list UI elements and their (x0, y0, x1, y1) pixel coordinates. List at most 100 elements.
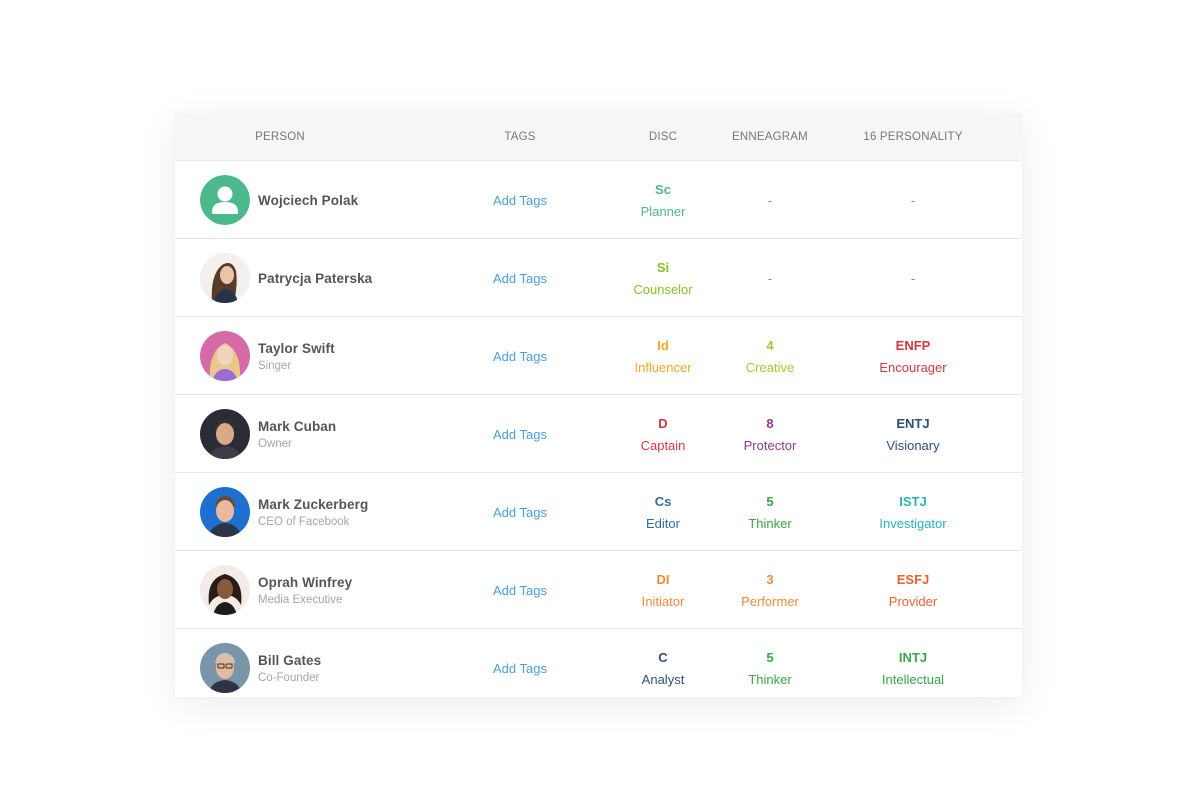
enneagram-code: 5 (766, 649, 774, 665)
table-row[interactable]: Bill Gates Co-Founder Add Tags C Analyst… (175, 629, 1022, 697)
empty-value: - (910, 270, 916, 286)
enneagram-label: Protector (743, 437, 797, 453)
default-user-icon (200, 175, 250, 225)
enneagram-cell: 4 Creative (720, 317, 820, 395)
disc-label: Initiator (641, 593, 685, 609)
column-header-enneagram[interactable]: ENNEAGRAM (732, 131, 808, 143)
personality-cell: - (843, 161, 983, 239)
disc-cell: D Captain (613, 395, 713, 473)
column-header-16-personality[interactable]: 16 PERSONALITY (863, 131, 963, 143)
person-name[interactable]: Bill Gates (258, 652, 322, 668)
enneagram-label: Performer (741, 593, 799, 609)
person-photo (200, 331, 250, 381)
enneagram-label: Thinker (748, 671, 792, 687)
disc-label: Editor (646, 515, 680, 531)
disc-code: D (658, 415, 668, 431)
avatar[interactable] (200, 331, 250, 381)
disc-code: Cs (654, 493, 672, 509)
personality-label: Intellectual (881, 671, 945, 687)
enneagram-cell: 8 Protector (720, 395, 820, 473)
avatar[interactable] (200, 409, 250, 459)
disc-code: Si (656, 259, 670, 275)
person-role: Singer (258, 359, 292, 372)
table-row[interactable]: Mark Zuckerberg CEO of Facebook Add Tags… (175, 473, 1022, 551)
personality-cell: ENTJ Visionary (843, 395, 983, 473)
disc-cell: Id Influencer (613, 317, 713, 395)
person-name[interactable]: Wojciech Polak (258, 192, 359, 208)
disc-cell: DI Initiator (613, 551, 713, 629)
person-photo (200, 643, 250, 693)
person-name[interactable]: Patrycja Paterska (258, 270, 373, 286)
personality-code: INTJ (898, 649, 928, 665)
avatar[interactable] (200, 253, 250, 303)
disc-code: C (658, 649, 668, 665)
avatar[interactable] (200, 175, 250, 225)
disc-code: Sc (655, 181, 671, 197)
column-header-person[interactable]: PERSON (255, 131, 305, 143)
person-photo (200, 487, 250, 537)
disc-cell: C Analyst (613, 629, 713, 697)
column-header-disc[interactable]: DISC (648, 131, 678, 143)
table-row[interactable]: Oprah Winfrey Media Executive Add Tags D… (175, 551, 1022, 629)
person-role: Media Executive (258, 593, 343, 606)
personality-cell: INTJ Intellectual (843, 629, 983, 697)
add-tags-link[interactable]: Add Tags (493, 270, 547, 286)
add-tags-link[interactable]: Add Tags (493, 582, 547, 598)
table-row[interactable]: Wojciech Polak Add Tags Sc Planner - - (175, 161, 1022, 239)
table-row[interactable]: Mark Cuban Owner Add Tags D Captain 8 Pr… (175, 395, 1022, 473)
disc-code: Id (657, 337, 669, 353)
personality-cell: - (843, 239, 983, 317)
personality-code: ESFJ (896, 571, 930, 587)
person-photo (200, 253, 250, 303)
disc-label: Planner (640, 203, 686, 219)
empty-value: - (767, 192, 773, 208)
avatar[interactable] (200, 643, 250, 693)
person-name[interactable]: Mark Cuban (258, 418, 337, 434)
avatar[interactable] (200, 487, 250, 537)
disc-label: Counselor (633, 281, 693, 297)
enneagram-cell: 5 Thinker (720, 629, 820, 697)
add-tags-link[interactable]: Add Tags (493, 426, 547, 442)
column-header-tags[interactable]: TAGS (504, 131, 536, 143)
enneagram-cell: - (720, 161, 820, 239)
personality-label: Visionary (886, 437, 940, 453)
table-row[interactable]: Taylor Swift Singer Add Tags Id Influenc… (175, 317, 1022, 395)
person-name[interactable]: Mark Zuckerberg (258, 496, 369, 512)
enneagram-code: 5 (766, 493, 774, 509)
add-tags-link[interactable]: Add Tags (493, 660, 547, 676)
enneagram-cell: 3 Performer (720, 551, 820, 629)
personality-code: ENTJ (896, 415, 930, 431)
disc-code: DI (656, 571, 670, 587)
disc-cell: Cs Editor (613, 473, 713, 551)
person-role: Owner (258, 437, 292, 450)
empty-value: - (910, 192, 916, 208)
add-tags-link[interactable]: Add Tags (493, 348, 547, 364)
disc-cell: Sc Planner (613, 161, 713, 239)
enneagram-label: Thinker (748, 515, 792, 531)
person-role: CEO of Facebook (258, 515, 350, 528)
personality-cell: ESFJ Provider (843, 551, 983, 629)
enneagram-cell: - (720, 239, 820, 317)
person-name[interactable]: Oprah Winfrey (258, 574, 353, 590)
enneagram-code: 3 (766, 571, 774, 587)
disc-label: Influencer (634, 359, 692, 375)
personality-label: Encourager (879, 359, 947, 375)
enneagram-code: 8 (766, 415, 774, 431)
personality-code: ISTJ (899, 493, 927, 509)
person-name[interactable]: Taylor Swift (258, 340, 335, 356)
personality-code: ENFP (895, 337, 931, 353)
add-tags-link[interactable]: Add Tags (493, 504, 547, 520)
add-tags-link[interactable]: Add Tags (493, 192, 547, 208)
table-row[interactable]: Patrycja Paterska Add Tags Si Counselor … (175, 239, 1022, 317)
disc-label: Analyst (641, 671, 685, 687)
empty-value: - (767, 270, 773, 286)
people-table: PERSON TAGS DISC ENNEAGRAM 16 PERSONALIT… (175, 113, 1022, 697)
personality-cell: ISTJ Investigator (843, 473, 983, 551)
enneagram-code: 4 (766, 337, 774, 353)
enneagram-cell: 5 Thinker (720, 473, 820, 551)
personality-label: Provider (888, 593, 938, 609)
person-role: Co-Founder (258, 671, 320, 684)
avatar[interactable] (200, 565, 250, 615)
personality-cell: ENFP Encourager (843, 317, 983, 395)
person-photo (200, 565, 250, 615)
